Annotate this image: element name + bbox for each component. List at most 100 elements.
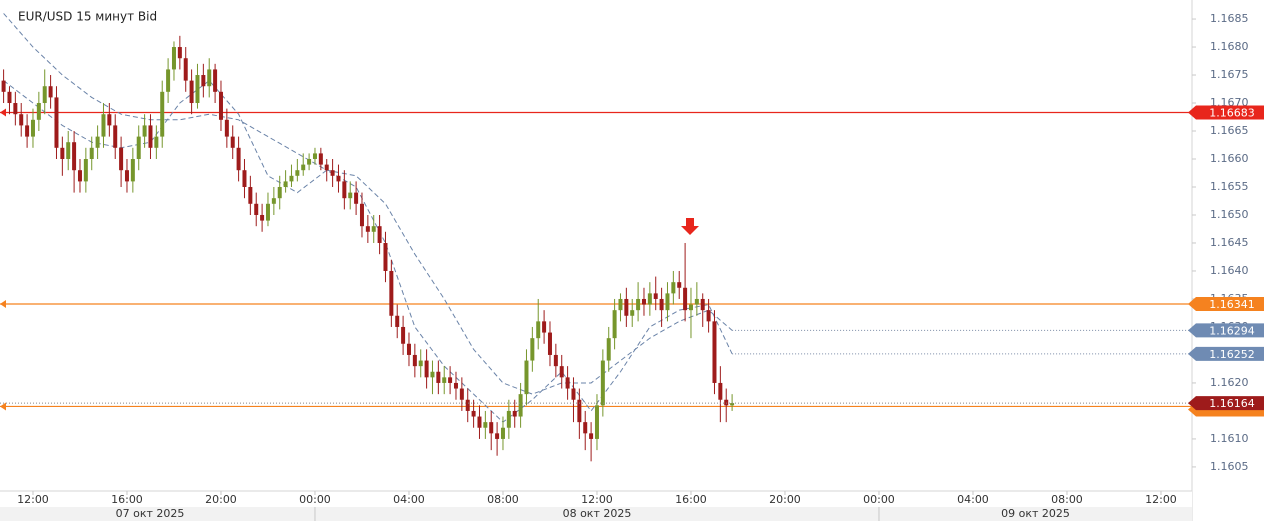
candle-body xyxy=(348,192,353,199)
candle-body xyxy=(271,198,276,204)
candle-body xyxy=(465,399,470,411)
candle-body xyxy=(436,371,441,383)
candle-body xyxy=(559,366,564,378)
candle-body xyxy=(289,175,294,182)
x-tick-label: 16:00 xyxy=(111,493,143,506)
candle-body xyxy=(130,159,135,182)
candle-body xyxy=(30,119,35,137)
candle-body xyxy=(389,270,394,316)
candle-body xyxy=(495,433,500,439)
candle-body xyxy=(177,47,182,59)
x-tick-label: 04:00 xyxy=(957,493,989,506)
candle-body xyxy=(706,310,711,322)
candle-body xyxy=(60,147,65,160)
candle-body xyxy=(95,136,100,148)
candle-body xyxy=(612,310,617,339)
candle-body xyxy=(224,119,229,137)
candle-body xyxy=(730,403,735,406)
candle-body xyxy=(636,298,641,311)
candle-body xyxy=(712,321,717,383)
candle-body xyxy=(506,410,511,428)
candle-body xyxy=(330,170,335,176)
date-label: 08 окт 2025 xyxy=(563,507,632,520)
date-row xyxy=(0,507,1192,521)
candle-body xyxy=(119,147,124,171)
y-tick-label: 1.1645 xyxy=(1210,236,1249,249)
candle-body xyxy=(565,377,570,389)
candle-body xyxy=(418,360,423,367)
candle-body xyxy=(218,91,223,120)
level-tag-label: 1.16683 xyxy=(1209,107,1255,120)
candle-body xyxy=(195,75,200,104)
candle-body xyxy=(101,114,106,137)
candle-body xyxy=(166,69,171,92)
chart-title: EUR/USD 15 минут Bid xyxy=(18,10,157,24)
candle-body xyxy=(1,80,6,92)
close-tag-label: 1.16164 xyxy=(1209,397,1255,410)
candle-body xyxy=(489,422,494,434)
x-tick-label: 12:00 xyxy=(581,493,613,506)
candle-body xyxy=(201,75,206,87)
x-tick-label: 08:00 xyxy=(487,493,519,506)
candle-body xyxy=(36,103,41,120)
candle-body xyxy=(359,203,364,227)
candle-body xyxy=(500,427,505,439)
y-tick-label: 1.1660 xyxy=(1210,152,1249,165)
candle-body xyxy=(77,170,82,182)
close-tag-shape xyxy=(1188,396,1264,411)
candle-body xyxy=(254,203,259,215)
y-tick-label: 1.1610 xyxy=(1210,432,1249,445)
y-tick-label: 1.1675 xyxy=(1210,68,1249,81)
candle-body xyxy=(160,91,165,137)
candle-body xyxy=(242,170,247,187)
candle-body xyxy=(25,125,30,137)
x-tick-label: 16:00 xyxy=(675,493,707,506)
candle-body xyxy=(342,181,347,199)
candle-body xyxy=(324,164,329,171)
candle-body xyxy=(171,47,176,70)
candle-body xyxy=(260,214,265,221)
candle-body xyxy=(154,136,159,148)
candle-body xyxy=(406,343,411,355)
candle-body xyxy=(354,192,359,204)
candle-body xyxy=(653,293,658,299)
y-tick-label: 1.1640 xyxy=(1210,264,1249,277)
level-tag-label: 1.16341 xyxy=(1209,298,1255,311)
candle-body xyxy=(583,422,588,434)
ma-tag-label: 1.16252 xyxy=(1209,348,1255,361)
moving-average xyxy=(3,13,733,395)
candle-body xyxy=(542,321,547,333)
candle-body xyxy=(430,371,435,378)
candle-body xyxy=(630,310,635,316)
candle-body xyxy=(401,326,406,344)
candle-body xyxy=(677,282,682,288)
candle-body xyxy=(148,125,153,148)
candle-body xyxy=(665,293,670,311)
candle-body xyxy=(530,338,535,361)
signal-arrow xyxy=(681,218,699,235)
level-handle xyxy=(0,402,6,411)
y-tick-label: 1.1665 xyxy=(1210,124,1249,137)
candle-body xyxy=(571,388,576,400)
plot xyxy=(0,13,1192,462)
level-handle xyxy=(0,108,6,117)
x-tick-label: 08:00 xyxy=(1051,493,1083,506)
candle-body xyxy=(448,377,453,383)
candle-body xyxy=(142,125,147,137)
candle-body xyxy=(207,69,212,87)
candle-body xyxy=(336,175,341,182)
candle-body xyxy=(124,170,129,182)
candle-body xyxy=(183,58,188,81)
candle-body xyxy=(512,410,517,417)
ma-tag-shape xyxy=(1188,323,1264,338)
candle-body xyxy=(83,159,88,182)
candle-body xyxy=(7,91,12,104)
candle-body xyxy=(589,433,594,439)
candle-body xyxy=(483,422,488,428)
candle-body xyxy=(536,321,541,339)
candle-body xyxy=(295,170,300,176)
candle-body xyxy=(383,242,388,271)
candle-body xyxy=(395,315,400,327)
price-axis-panel xyxy=(1192,0,1266,521)
